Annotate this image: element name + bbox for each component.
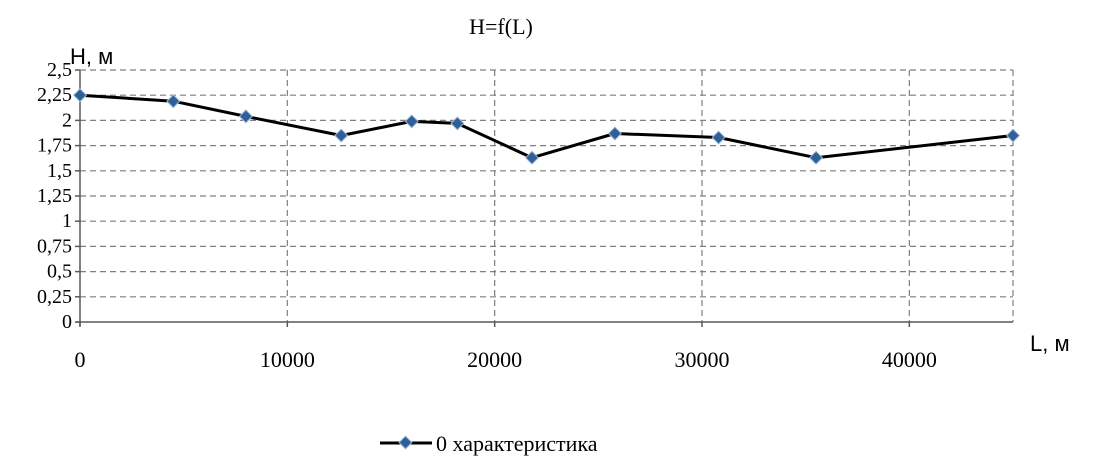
y-tick-label-6: 1,5 [47, 160, 72, 182]
x-tick-label-1: 10000 [260, 347, 315, 372]
legend-label: 0 характеристика [436, 431, 598, 456]
data-point-2 [238, 109, 253, 124]
legend-marker [398, 435, 413, 450]
tick-labels: 0 0,25 0,5 0,75 1 1,25 1,5 1,75 2 2,25 2,5 0 10000 20… [37, 59, 937, 372]
x-tick-label-3: 30000 [675, 347, 730, 372]
x-tick-label-0: 0 [75, 347, 86, 372]
chart-title: H=f(L) [469, 14, 533, 39]
axes [75, 69, 1013, 327]
data-point-10 [1005, 128, 1021, 143]
y-tick-label-2: 0,5 [47, 261, 72, 283]
y-tick-label-9: 2,25 [37, 84, 72, 106]
data-point-8 [711, 130, 726, 145]
y-tick-label-7: 1,75 [37, 135, 72, 157]
data-point-6 [524, 150, 540, 165]
y-tick-label-8: 2 [62, 109, 72, 131]
y-tick-label-4: 1 [62, 210, 72, 232]
data-point-0 [72, 88, 88, 103]
data-point-1 [166, 94, 181, 109]
y-tick-label-5: 1,25 [37, 185, 72, 207]
series-group [72, 88, 1021, 165]
x-tick-label-4: 40000 [882, 347, 937, 372]
data-point-4 [404, 114, 419, 129]
y-tick-label-10: 2,5 [47, 59, 72, 81]
data-point-5 [450, 116, 465, 131]
x-axis-label: L, м [1030, 331, 1070, 356]
x-tick-label-2: 20000 [467, 347, 522, 372]
legend: 0 характеристика [380, 431, 598, 456]
data-point-3 [334, 128, 349, 143]
series-line-0 [79, 93, 1014, 160]
y-tick-label-1: 0,25 [37, 286, 72, 308]
data-point-7 [607, 126, 622, 141]
grid-lines [80, 69, 1014, 322]
data-point-9 [808, 150, 824, 165]
y-axis-label: H, м [70, 44, 113, 69]
y-tick-label-0: 0 [62, 311, 72, 333]
y-tick-label-3: 0,75 [37, 235, 72, 257]
